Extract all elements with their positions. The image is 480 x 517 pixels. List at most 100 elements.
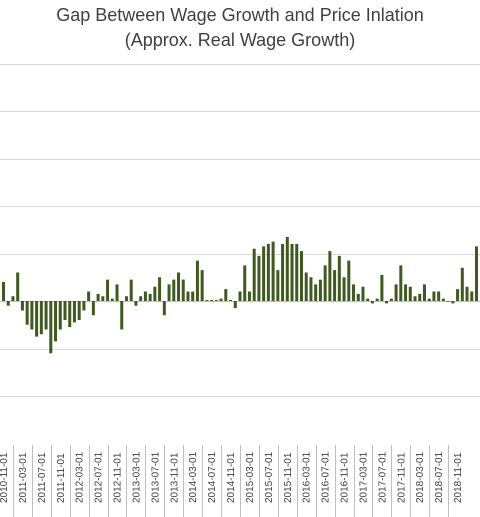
x-tick-label-23: 2018-07-01 bbox=[434, 451, 445, 503]
bars bbox=[2, 236, 478, 354]
bar-93 bbox=[441, 298, 445, 302]
bar-78 bbox=[370, 301, 374, 304]
bar-100 bbox=[475, 246, 478, 302]
bar-14 bbox=[68, 301, 72, 328]
bar-30 bbox=[143, 291, 147, 301]
bar-36 bbox=[172, 279, 176, 302]
bar-28 bbox=[134, 301, 138, 306]
bar-8 bbox=[39, 301, 43, 335]
bar-43 bbox=[205, 300, 209, 301]
x-tick-label-8: 2013-07-01 bbox=[150, 451, 161, 503]
bar-99 bbox=[470, 291, 474, 301]
bar-72 bbox=[342, 277, 346, 301]
bar-58 bbox=[276, 270, 280, 302]
bar-84 bbox=[399, 265, 403, 302]
bar-20 bbox=[96, 293, 100, 302]
x-tick-label-4: 2012-03-01 bbox=[75, 451, 86, 503]
bar-22 bbox=[106, 279, 110, 302]
bar-97 bbox=[460, 267, 464, 301]
bar-89 bbox=[422, 284, 426, 302]
bar-79 bbox=[375, 298, 379, 302]
bar-33 bbox=[158, 277, 162, 301]
bar-32 bbox=[153, 286, 157, 301]
bar-0 bbox=[2, 282, 5, 301]
bar-13 bbox=[63, 301, 67, 320]
bar-91 bbox=[432, 291, 436, 301]
bar-51 bbox=[243, 265, 247, 302]
bar-41 bbox=[195, 260, 199, 302]
bar-48 bbox=[229, 300, 233, 301]
bar-85 bbox=[404, 284, 408, 302]
bar-47 bbox=[224, 289, 228, 302]
bar-1 bbox=[6, 301, 10, 306]
x-tick-label-11: 2014-07-01 bbox=[207, 451, 218, 503]
bar-69 bbox=[328, 251, 332, 302]
bar-77 bbox=[366, 298, 370, 302]
x-tick-label-15: 2015-11-01 bbox=[283, 452, 294, 503]
bar-45 bbox=[214, 300, 218, 301]
bar-37 bbox=[177, 272, 181, 301]
bar-17 bbox=[82, 301, 86, 311]
bar-49 bbox=[233, 301, 237, 309]
x-tick-label-14: 2015-07-01 bbox=[264, 451, 275, 503]
x-tick-label-10: 2014-03-01 bbox=[188, 451, 199, 503]
bar-5 bbox=[25, 301, 29, 325]
bar-75 bbox=[356, 293, 360, 302]
bar-55 bbox=[262, 246, 266, 302]
bar-62 bbox=[295, 244, 299, 301]
bar-29 bbox=[139, 296, 143, 301]
bar-59 bbox=[281, 244, 285, 301]
bar-16 bbox=[77, 301, 81, 320]
bar-67 bbox=[318, 279, 322, 302]
x-tick-label-16: 2016-03-01 bbox=[302, 451, 313, 503]
bar-68 bbox=[323, 265, 327, 302]
bar-18 bbox=[87, 291, 91, 301]
bar-98 bbox=[465, 286, 469, 301]
x-tick-label-5: 2012-07-01 bbox=[94, 451, 105, 503]
bar-2 bbox=[11, 296, 15, 301]
bar-42 bbox=[200, 270, 204, 302]
x-tick-label-2: 2011-07-01 bbox=[37, 452, 48, 503]
bar-50 bbox=[238, 291, 242, 301]
bar-35 bbox=[167, 284, 171, 302]
bar-57 bbox=[271, 241, 275, 302]
x-tick-label-17: 2016-07-01 bbox=[321, 451, 332, 503]
bar-31 bbox=[148, 293, 152, 302]
x-tick-label-1: 2011-03-01 bbox=[18, 452, 29, 503]
bar-81 bbox=[385, 301, 389, 304]
bar-46 bbox=[219, 298, 223, 302]
bar-71 bbox=[337, 255, 341, 302]
x-tick-label-13: 2015-03-01 bbox=[245, 451, 256, 503]
bar-87 bbox=[413, 296, 417, 301]
bar-63 bbox=[299, 251, 303, 302]
x-tick-label-12: 2014-11-01 bbox=[226, 452, 237, 503]
gridlines bbox=[0, 64, 480, 397]
x-tick-label-18: 2016-11-01 bbox=[340, 452, 351, 503]
bar-9 bbox=[44, 301, 48, 330]
bar-76 bbox=[361, 286, 365, 301]
bar-64 bbox=[304, 272, 308, 301]
bar-4 bbox=[20, 301, 24, 311]
x-tick-label-21: 2017-11-01 bbox=[396, 452, 407, 503]
chart-subtitle: (Approx. Real Wage Growth) bbox=[124, 30, 356, 50]
bar-21 bbox=[101, 296, 105, 301]
bar-90 bbox=[427, 298, 431, 302]
x-tick-label-6: 2012-11-01 bbox=[113, 452, 124, 503]
bar-52 bbox=[247, 291, 251, 301]
bar-86 bbox=[408, 286, 412, 301]
bar-73 bbox=[347, 260, 351, 302]
bar-83 bbox=[394, 284, 398, 302]
bar-56 bbox=[266, 244, 270, 301]
bar-11 bbox=[54, 301, 58, 342]
bar-6 bbox=[30, 301, 34, 330]
bar-88 bbox=[418, 293, 422, 302]
x-tick-label-9: 2013-11-01 bbox=[169, 452, 180, 503]
bar-61 bbox=[290, 244, 294, 301]
bar-74 bbox=[352, 284, 356, 302]
bar-92 bbox=[437, 291, 441, 301]
bar-95 bbox=[451, 301, 455, 304]
bar-94 bbox=[446, 301, 450, 302]
bar-44 bbox=[210, 300, 214, 301]
